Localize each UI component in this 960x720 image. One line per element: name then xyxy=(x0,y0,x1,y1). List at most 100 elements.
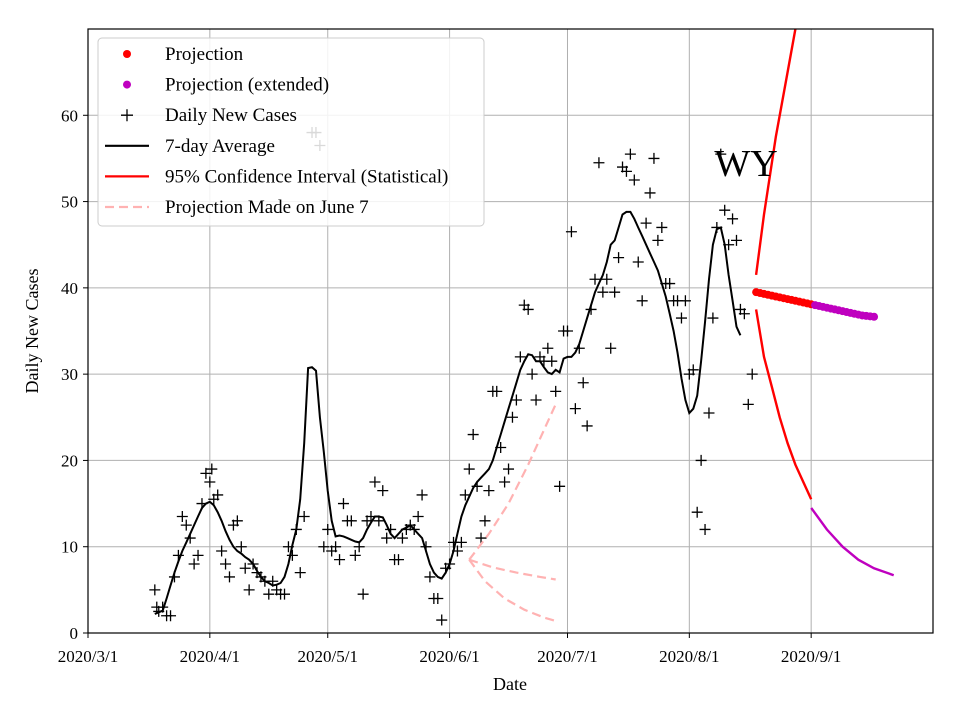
legend-label-avg: 7-day Average xyxy=(165,136,275,157)
y-tick-label: 20 xyxy=(61,451,78,470)
daily-cases-point xyxy=(506,411,518,423)
legend-label-ci: 95% Confidence Interval (Statistical) xyxy=(165,166,448,187)
daily-cases-point xyxy=(503,463,515,475)
legend-marker-cases xyxy=(121,109,133,122)
daily-cases-point xyxy=(715,148,727,160)
daily-cases-point xyxy=(620,165,632,177)
daily-cases-point xyxy=(609,286,621,298)
daily-cases-point xyxy=(475,532,487,544)
daily-cases-point xyxy=(601,273,613,285)
daily-cases-point xyxy=(180,519,192,531)
confidence-interval-extended-line xyxy=(810,507,895,577)
x-tick-label: 2020/5/1 xyxy=(298,647,358,666)
legend-box xyxy=(97,37,485,227)
daily-cases-point xyxy=(613,252,625,264)
daily-cases-point xyxy=(149,584,161,596)
daily-cases-point xyxy=(593,157,605,169)
daily-cases-point xyxy=(656,221,668,233)
daily-cases-point xyxy=(636,295,648,307)
daily-cases-point xyxy=(381,532,393,544)
daily-cases-point xyxy=(703,407,715,419)
axes: 2020/3/1 2020/4/1 2020/5/1 2020/6/1 2020/7/1… xyxy=(58,106,842,666)
legend-label-projection_ext: Projection (extended) xyxy=(165,75,329,96)
daily-cases-point xyxy=(644,187,656,199)
y-tick-label: 0 xyxy=(70,624,79,643)
daily-cases-point xyxy=(695,454,707,466)
legend-marker-projection xyxy=(123,50,131,58)
daily-cases-point xyxy=(188,558,200,570)
legend-marker-projection_ext xyxy=(123,80,131,89)
state-annotation: WY xyxy=(714,143,777,185)
daily-cases-point xyxy=(349,549,361,561)
confidence-interval-line xyxy=(754,309,813,500)
daily-cases-point xyxy=(550,385,562,397)
daily-cases-point xyxy=(707,312,719,324)
legend-label-projection: Projection xyxy=(165,44,244,65)
legend-entries: Projection Projection (extended) Daily New… xyxy=(105,44,448,218)
june7-projection-line xyxy=(468,558,556,581)
series-layer xyxy=(149,28,895,626)
y-tick-label: 50 xyxy=(61,193,78,212)
daily-cases-point xyxy=(664,278,676,290)
y-tick-label: 30 xyxy=(61,365,78,384)
daily-cases-point xyxy=(467,429,479,441)
daily-cases-point xyxy=(396,532,408,544)
daily-cases-point xyxy=(455,536,467,548)
daily-cases-point xyxy=(192,549,204,561)
daily-cases-point xyxy=(727,213,739,225)
daily-cases-point xyxy=(561,325,573,337)
daily-cases-point xyxy=(243,584,255,596)
daily-cases-point xyxy=(730,234,742,246)
daily-cases-point xyxy=(279,588,291,600)
daily-cases-point xyxy=(624,148,636,160)
daily-cases-point xyxy=(231,515,243,527)
daily-cases-point xyxy=(294,567,306,579)
y-tick-label: 60 xyxy=(61,106,78,125)
projection-extended-point xyxy=(870,312,879,321)
confidence-interval-line xyxy=(754,28,797,276)
daily-cases-point xyxy=(652,234,664,246)
daily-cases-point xyxy=(416,489,428,501)
daily-cases-point xyxy=(369,476,381,488)
daily-cases-point xyxy=(330,541,342,553)
x-tick-label: 2020/6/1 xyxy=(419,647,479,666)
legend: Projection Projection (extended) Daily New… xyxy=(97,37,485,227)
daily-cases-point xyxy=(318,541,330,553)
daily-cases-point xyxy=(522,303,534,315)
daily-cases-point xyxy=(483,485,495,497)
daily-cases-point xyxy=(206,463,218,475)
daily-cases-point xyxy=(200,467,212,479)
daily-cases-point xyxy=(691,506,703,518)
daily-cases-point xyxy=(565,226,577,238)
daily-cases-point xyxy=(491,385,503,397)
x-tick-label: 2020/8/1 xyxy=(659,647,719,666)
daily-cases-point xyxy=(165,610,177,622)
daily-cases-point xyxy=(436,614,448,626)
daily-cases-point xyxy=(738,308,750,320)
daily-cases-point xyxy=(640,217,652,229)
daily-cases-point xyxy=(530,394,542,406)
daily-cases-point xyxy=(510,394,522,406)
daily-cases-point xyxy=(589,273,601,285)
daily-cases-point xyxy=(648,152,660,164)
daily-cases-point xyxy=(223,571,235,583)
seven-day-average-line xyxy=(154,210,742,615)
x-axis-label: Date xyxy=(493,674,527,694)
legend-label-cases: Daily New Cases xyxy=(165,105,297,126)
daily-cases-point xyxy=(412,511,424,523)
daily-cases-point xyxy=(719,204,731,216)
x-tick-label: 2020/7/1 xyxy=(537,647,597,666)
daily-cases-point xyxy=(687,364,699,376)
daily-cases-point xyxy=(746,368,758,380)
daily-cases-point xyxy=(554,480,566,492)
daily-cases-point xyxy=(212,489,224,501)
daily-cases-point xyxy=(263,588,275,600)
daily-cases-point xyxy=(176,511,188,523)
daily-cases-point xyxy=(239,562,251,574)
june7-projection-line xyxy=(468,559,557,622)
daily-cases-point xyxy=(377,485,389,497)
june7-projection-line xyxy=(468,403,557,561)
daily-cases-point xyxy=(298,511,310,523)
daily-cases-point xyxy=(235,541,247,553)
